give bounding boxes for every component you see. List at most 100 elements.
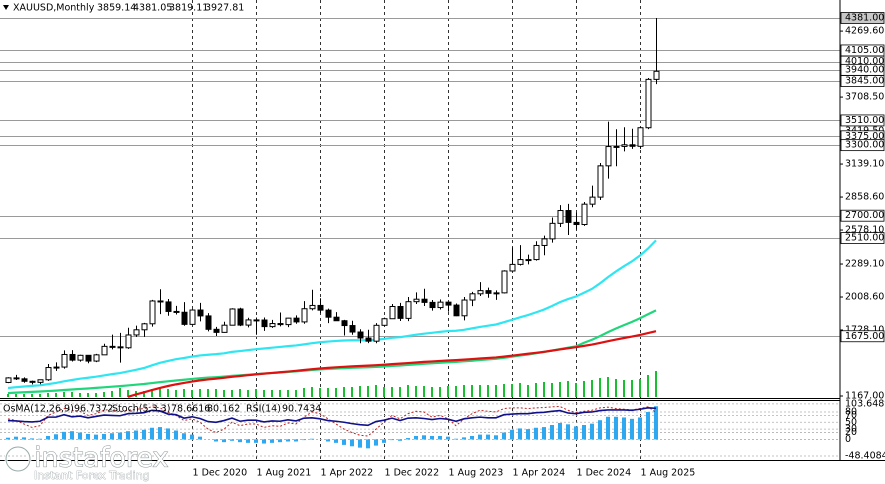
y-tick-label: 2858.60: [845, 192, 884, 203]
osma-bar: [158, 427, 162, 440]
osma-bar: [214, 439, 218, 442]
osma-bar: [222, 439, 226, 443]
candle-body: [413, 298, 420, 303]
osma-bar: [518, 428, 522, 440]
volume-bar: [471, 385, 473, 397]
volume-bar: [63, 392, 65, 397]
candle-body: [253, 319, 260, 322]
osma-bar: [166, 428, 170, 440]
candle-body: [77, 354, 84, 361]
osma-bar: [174, 430, 178, 440]
y-tick-label: 2008.60: [845, 292, 884, 303]
menu-arrow[interactable]: [3, 5, 9, 10]
candle-body: [357, 331, 364, 339]
volume-bar: [7, 394, 9, 397]
volume-bar: [631, 380, 633, 397]
volume-bar: [287, 390, 289, 397]
osma-bar: [302, 439, 306, 441]
level-label: 2510.00: [845, 233, 884, 244]
volume-bar: [223, 390, 225, 397]
candle-body: [37, 379, 44, 383]
volume-bar: [247, 390, 249, 397]
candle-body: [213, 328, 220, 333]
osma-bar: [270, 439, 274, 443]
level-label: 3375.00: [845, 131, 884, 142]
ohlc-open: 3859.14: [97, 3, 136, 14]
volume-bar: [31, 394, 33, 397]
volume-bar: [383, 387, 385, 397]
candle-body: [285, 317, 292, 326]
volume-bar: [535, 383, 537, 397]
volume-bar: [175, 390, 177, 397]
candle-body: [45, 367, 52, 381]
candle-body: [405, 301, 412, 319]
level-label: 1675.00: [845, 331, 884, 342]
x-tick-label: 1 Dec 2024: [577, 468, 632, 479]
osma-bar: [598, 420, 602, 440]
candle-body: [157, 300, 164, 303]
symbol-title: XAUUSD,Monthly: [13, 3, 95, 14]
osma-bar: [590, 423, 594, 440]
candle-body: [69, 353, 76, 361]
level-label: 3845.00: [845, 76, 884, 87]
osc-tick-label: 103.6489: [845, 398, 885, 409]
volume-bar: [519, 383, 521, 397]
osma-bar: [430, 435, 434, 440]
candle-body: [21, 378, 28, 382]
osma-bar: [478, 434, 482, 440]
ohlc-close: 3927.81: [205, 3, 244, 14]
candle-body: [645, 78, 652, 129]
volume-bar: [623, 380, 625, 397]
candle-body: [149, 300, 156, 325]
osma-bar: [574, 426, 578, 440]
osma-bar: [30, 438, 34, 440]
candle-body: [557, 210, 564, 224]
volume-bar: [295, 390, 297, 397]
candle-body: [365, 337, 372, 342]
volume-bar: [79, 393, 81, 397]
volume-bar: [255, 389, 257, 397]
osma-bar: [638, 417, 642, 440]
osma-bar: [622, 417, 626, 440]
candle-body: [141, 323, 148, 331]
osc-tick-label: 80: [845, 406, 857, 417]
volume-bar: [15, 394, 17, 397]
osc-tick-label: 50: [845, 417, 857, 428]
osma-bar: [94, 434, 98, 440]
osma-bar: [78, 432, 82, 440]
level-label: 3300.00: [845, 140, 884, 151]
volume-bar: [607, 377, 609, 397]
volume-bar: [479, 385, 481, 397]
osma-bar: [126, 431, 130, 440]
level-label-box: [840, 139, 885, 152]
osma-bar: [310, 438, 314, 440]
candle-body: [621, 144, 628, 147]
osma-bar: [654, 406, 658, 440]
volume-bar: [143, 391, 145, 397]
osma-bar: [286, 439, 290, 442]
osma-bar: [414, 435, 418, 440]
oscillator-line: [7, 407, 657, 427]
candle-body: [181, 311, 188, 325]
osma-bar: [190, 434, 194, 440]
volume-bar: [55, 393, 57, 397]
volume-bar: [455, 386, 457, 397]
volume-bar: [327, 388, 329, 397]
moving-average: [127, 330, 657, 398]
level-label: 3510.00: [845, 115, 884, 126]
volume-bar: [399, 387, 401, 397]
volume-bar: [447, 386, 449, 397]
candle-body: [301, 308, 308, 323]
candle-body: [133, 329, 140, 336]
plot-layer: [0, 0, 840, 460]
candle-body: [5, 377, 12, 383]
osma-bar: [646, 411, 650, 440]
candle-body: [269, 323, 276, 328]
logo-tagline: Instant Forex Trading: [34, 469, 150, 482]
osma-bar: [502, 432, 506, 440]
volume-bar: [207, 389, 209, 397]
indicator-value: 78.6616: [171, 404, 210, 415]
level-label-box: [840, 209, 885, 222]
candle-body: [61, 353, 68, 368]
